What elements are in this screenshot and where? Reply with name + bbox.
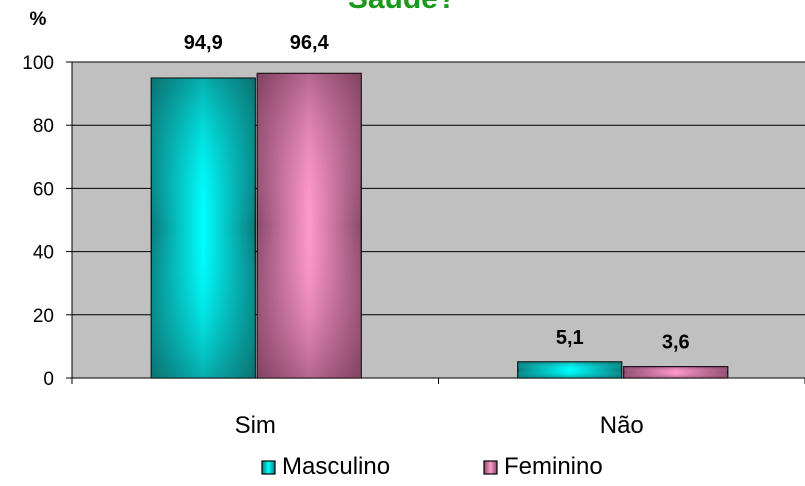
y-tick-label: 60 — [33, 179, 54, 200]
legend-swatch-masculino — [261, 460, 276, 475]
y-tick-label: 100 — [22, 53, 54, 74]
data-labels: 94,9 5,1 96,4 3,6 — [184, 32, 690, 354]
legend: Masculino Feminino — [261, 453, 603, 480]
data-label: 94,9 — [184, 32, 223, 54]
data-label: 5,1 — [556, 327, 584, 349]
y-tick-label: 40 — [33, 243, 54, 264]
chart-title: Saúde? — [348, 0, 456, 15]
y-tick-label: 20 — [33, 306, 54, 327]
bar-shading — [623, 366, 728, 378]
y-tick-label: 0 — [43, 369, 54, 390]
y-axis: 0 20 40 60 80 100 — [22, 53, 73, 390]
bar-shading — [517, 361, 622, 378]
data-label: 3,6 — [662, 332, 690, 354]
legend-swatch-feminino — [483, 460, 498, 475]
x-tick-label: Sim — [235, 412, 276, 439]
bar-shading — [151, 78, 256, 378]
legend-label: Feminino — [504, 453, 603, 480]
data-label: 96,4 — [290, 32, 330, 54]
legend-label: Masculino — [282, 453, 390, 480]
x-axis: Sim Não — [71, 377, 805, 439]
y-tick-label: 80 — [33, 116, 54, 137]
bars — [150, 72, 729, 379]
x-tick-label: Não — [600, 412, 644, 439]
bar-shading — [257, 73, 362, 378]
y-axis-unit: % — [30, 9, 47, 30]
